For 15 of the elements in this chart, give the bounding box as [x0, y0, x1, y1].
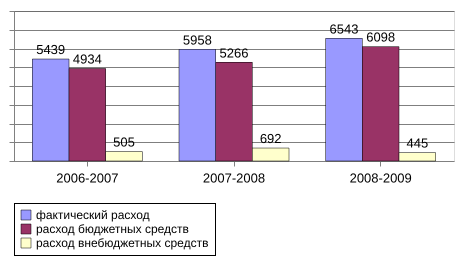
x-tick-label: 2007-2008	[202, 170, 266, 186]
x-tick-label: 2006-2007	[56, 170, 118, 186]
legend-label: расход бюджетных средств	[36, 222, 189, 236]
data-label: 505	[113, 134, 135, 150]
x-tick-label: 2008-2009	[350, 170, 412, 186]
data-label: 5958	[182, 32, 212, 48]
data-label: 6543	[330, 21, 358, 36]
legend-label: фактический расход	[36, 208, 150, 222]
legend-label: расход внебюджетных средств	[36, 236, 208, 250]
data-label: 4934	[72, 51, 102, 66]
data-label: 6098	[366, 30, 396, 45]
data-label: 5266	[220, 45, 248, 60]
data-label: 692	[260, 131, 282, 146]
data-label: 445	[406, 136, 428, 151]
data-label: 5439	[36, 42, 66, 58]
